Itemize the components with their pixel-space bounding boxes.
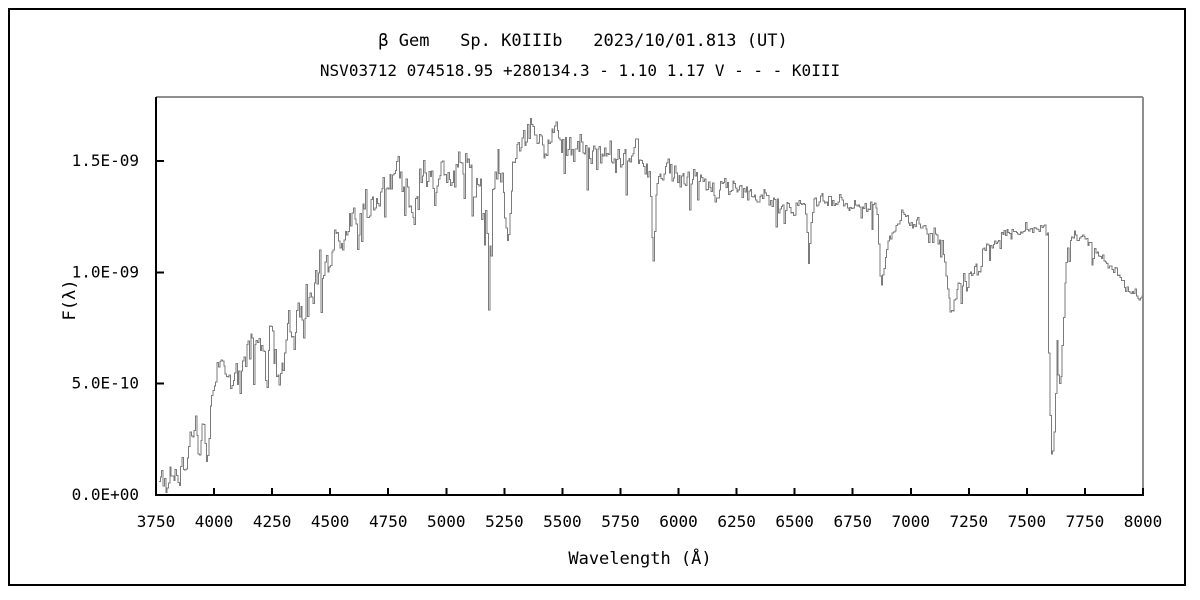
y-axis-ticks	[156, 160, 164, 496]
x-tick-label: 7500	[1008, 512, 1047, 531]
plot-frame	[155, 96, 1144, 496]
x-tick-label: 4250	[253, 512, 292, 531]
x-tick-label: 5000	[427, 512, 466, 531]
x-tick-labels: 3750 4000 4250 4500 4750 5000 5250 5500 5750 6000…	[137, 512, 1163, 531]
x-axis-ticks	[155, 488, 1144, 495]
x-axis-label: Wavelength (Å)	[568, 549, 712, 569]
spectrum-line	[159, 118, 1143, 493]
x-tick-label: 6250	[717, 512, 756, 531]
x-tick-label: 7750	[1066, 512, 1105, 531]
y-tick-label: 1.5E-09	[72, 151, 139, 170]
y-tick-label: 5.0E-10	[72, 374, 139, 393]
x-tick-label: 6750	[833, 512, 872, 531]
x-tick-label: 7250	[950, 512, 989, 531]
chart-title: β Gem Sp. K0IIIb 2023/10/01.813 (UT)	[378, 31, 788, 51]
chart-subtitle: NSV03712 074518.95 +280134.3 - 1.10 1.17…	[319, 61, 841, 80]
outer-border	[8, 8, 1186, 586]
x-tick-label: 3750	[137, 512, 176, 531]
y-tick-label: 1.0E-09	[72, 262, 139, 281]
x-tick-label: 5500	[543, 512, 582, 531]
x-tick-label: 6000	[659, 512, 698, 531]
x-tick-label: 8000	[1124, 512, 1163, 531]
y-tick-label: 0.0E+00	[72, 485, 139, 504]
x-tick-label: 4000	[195, 512, 234, 531]
x-tick-label: 7000	[891, 512, 930, 531]
y-tick-labels: 0.0E+00 5.0E-10 1.0E-09 1.5E-09	[72, 151, 139, 504]
x-tick-label: 4500	[311, 512, 350, 531]
x-tick-label: 4750	[369, 512, 408, 531]
x-tick-label: 5250	[485, 512, 524, 531]
x-tick-label: 5750	[601, 512, 640, 531]
x-tick-label: 6500	[775, 512, 814, 531]
